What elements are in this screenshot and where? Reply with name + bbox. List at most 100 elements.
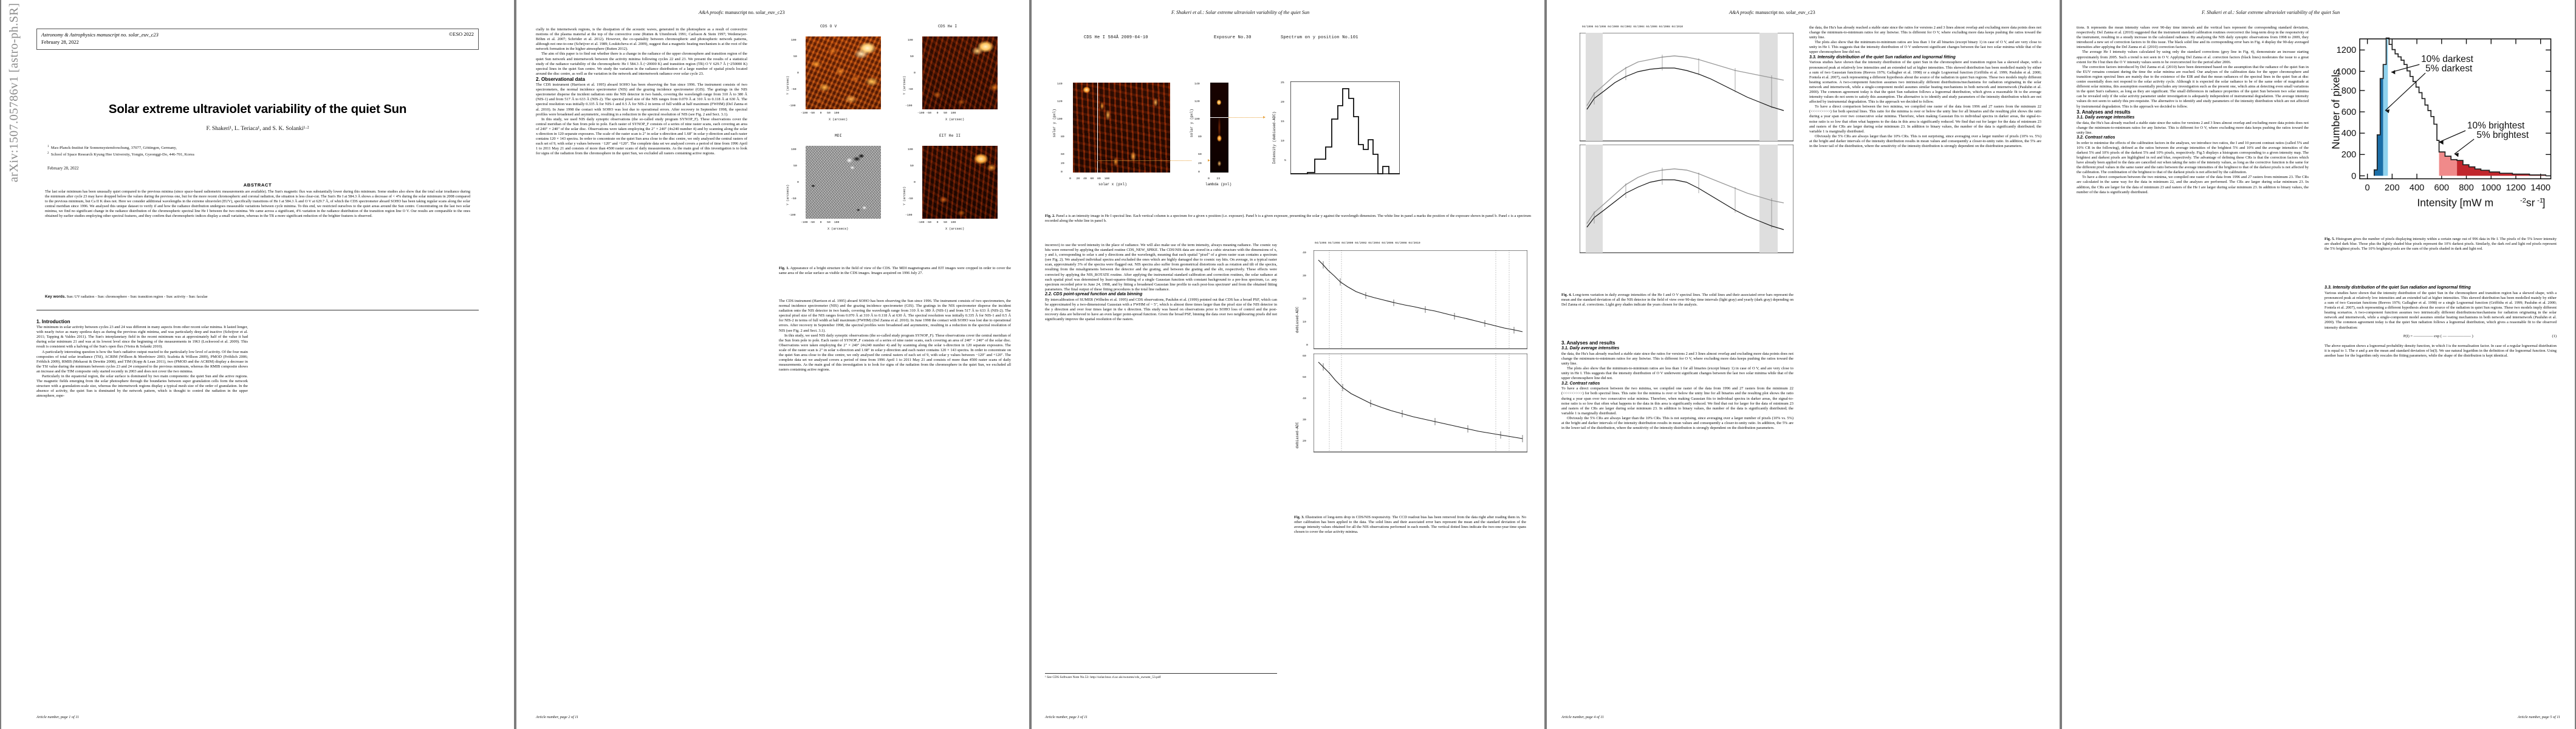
panel-b-title: Exposure No.30 <box>1214 35 1252 40</box>
running-head: F. Shakeri et al.: Solar extreme ultravi… <box>1171 10 1310 15</box>
abstract-text: The last solar minimum has been unusuall… <box>45 190 470 219</box>
page-3: F. Shakeri et al.: Solar extreme ultravi… <box>1032 0 1544 729</box>
figure-3-label: Fig. 3. <box>1294 515 1304 519</box>
figure-5-ylabel: Number of pixels <box>2329 69 2341 149</box>
page2-column-left: cially in the internetwork regions, is t… <box>536 27 747 156</box>
paragraph: To have a direct comparison between the … <box>1809 104 2041 134</box>
page-footer: Article number, page 4 of 11 <box>1561 715 1604 719</box>
paragraph: To have a direct comparison between the … <box>1561 386 1793 416</box>
panel-title: CDS He I <box>938 24 957 29</box>
panel-title: MDI <box>835 134 842 138</box>
copyright-line: ©ESO 2022 <box>448 32 474 37</box>
svg-text:1200: 1200 <box>2337 46 2357 55</box>
svg-text:800: 800 <box>2459 183 2474 193</box>
page3-footnote: ¹ See CDS Software Note No.53: http://so… <box>1045 673 1277 680</box>
figure-5-caption: Fig. 5. Histogram gives the number of pi… <box>2324 237 2557 251</box>
paragraph: The minimum in solar activity between cy… <box>36 325 248 349</box>
figure2-panel-b-image <box>1210 83 1228 173</box>
figure2-panel-c: Spectrum on y position No.101 Intensity … <box>1259 35 1435 187</box>
paragraph: the data, the Hu's has already reached a… <box>1809 26 2041 40</box>
mdi-magnetogram-image <box>806 146 881 219</box>
abstract-heading: ABSTRACT <box>243 182 272 188</box>
panel-ylabel: Y (arcsecs) <box>786 184 790 205</box>
paragraph: Various studies have shown that the inte… <box>2324 290 2557 330</box>
equation-number: (1) <box>2552 334 2557 338</box>
figure2-panel-a-image <box>1073 83 1170 173</box>
svg-text:400: 400 <box>2410 183 2425 193</box>
figure-3-panel1-ylabel: debiased-ADC <box>1295 306 1300 333</box>
panel-b-xlabel: lambda (pxl) <box>1205 182 1232 187</box>
annotation-10-brightest: 10% brightest <box>2467 120 2525 131</box>
paragraph: To have a direct comparison between the … <box>2077 175 2309 194</box>
paragraph: Obviously the 5% CRs are always larger t… <box>1561 416 1793 431</box>
svg-text:sr: sr <box>2526 196 2535 208</box>
affiliations: 1 Max-Planck-Institut für Sonnensystemfo… <box>47 145 194 157</box>
panel-title: CDS O V <box>820 24 837 29</box>
figure-4-label: Fig. 4. <box>1561 293 1572 297</box>
page4-column-right: the data, the Hu's has already reached a… <box>1809 26 2041 149</box>
paragraph: tions. It represents the mean intensity … <box>2077 26 2309 50</box>
panel-title: EIT He II <box>939 134 961 138</box>
paragraph: The CDS instrument (Harrison et al. 1995… <box>779 299 1011 333</box>
page-footer: Article number, page 2 of 11 <box>536 715 578 719</box>
paragraph: The CDS instrument (Harrison et al. 1995… <box>536 83 747 117</box>
figure2-panel-a: CDS He I 584Å 2009-04-10 solar y (pxl) 1… <box>1045 35 1239 187</box>
panel-xlabel: X (arcsecs) <box>827 227 849 231</box>
paragraph: In this study, we used NIS daily synopti… <box>536 117 747 156</box>
panel-xlabel: X (arcsec) <box>829 118 848 122</box>
page4-column-left: 3. Analyses and results 3.1. Daily avera… <box>1561 340 1793 431</box>
section-heading-3-1: 3.1. Daily average intensities <box>1561 346 1620 351</box>
paragraph: Various studies have shown that the inte… <box>1809 60 2041 104</box>
figure-1-label: Fig. 1. <box>779 266 789 270</box>
section-heading-3-1: 3.1. Daily average intensities <box>2077 115 2135 120</box>
figure-5: 0 200 400 600 800 1000 1200 <box>2320 30 2560 231</box>
figure2-dashed-link-b <box>1228 117 1264 118</box>
paragraph: incorrect) to use the word intensity in … <box>1045 243 1277 292</box>
figure-3-top-title: 04/1996 04/1998 04/2000 04/2002 04/2004 … <box>1315 242 1420 245</box>
page-2: A&A proofs: manuscript no. solar_euv_c23… <box>516 0 1029 729</box>
svg-text:1400: 1400 <box>2530 183 2550 193</box>
page-footer: Article number, page 1 of 11 <box>36 715 79 719</box>
section-heading-3-3: 3.3. Intensity distribution of the quiet… <box>1809 55 1956 60</box>
panel-xlabel: X (arcsec) <box>945 118 965 122</box>
figure-4: 04/1996 04/1998 04/2000 04/2002 04/2004 … <box>1561 26 1798 287</box>
figure2-arrow-a <box>1208 159 1210 162</box>
svg-text:1000: 1000 <box>2337 67 2357 77</box>
keywords: Key words. Sun: UV radiation - Sun: chro… <box>45 295 470 299</box>
paragraph: A particularly interesting question is h… <box>36 349 248 374</box>
panel-a-xlabel: solar x (pxl) <box>1098 182 1127 187</box>
figure-2-label: Fig. 2. <box>1045 214 1055 218</box>
figure-5-label: Fig. 5. <box>2324 237 2335 241</box>
running-head: F. Shakeri et al.: Solar extreme ultravi… <box>2202 10 2340 15</box>
figure2-panel-b: Exposure No.30 solar y (pxl) 140 120 100… <box>1179 35 1270 187</box>
section-heading-3-2: 3.2. Contrast ratios <box>1561 381 1600 386</box>
panel-a-title: CDS He I 584Å 2009-04-10 <box>1084 35 1148 40</box>
svg-text:1200: 1200 <box>2506 183 2526 193</box>
panel-xlabel: X (arcsec) <box>945 227 965 231</box>
page3-column-left: incorrect) to use the word intensity in … <box>1045 243 1277 322</box>
panel-c-ylabel: Intensity (debiased-ADC) <box>1272 111 1276 164</box>
page-4: A&A proofs: manuscript no. solar_euv_c23… <box>1547 0 2060 729</box>
affiliation-1: Max-Planck-Institut für Sonnensystemfors… <box>50 146 177 151</box>
arxiv-stamp: arXiv:1507.05786v1 [astro-ph.SR] 21 Jul … <box>7 0 21 182</box>
panel-ylabel: Y (arcsec) <box>903 186 906 205</box>
svg-text:0: 0 <box>2365 183 2370 193</box>
figure2-dashed-link-a <box>1097 160 1191 161</box>
section-heading-observational-data: 2. Observational data <box>536 76 585 82</box>
svg-text:200: 200 <box>2385 183 2400 193</box>
panel-b-ylabel: solar y (pxl) <box>1190 109 1194 137</box>
figure-1: CDS O V Y (arcsec) 100 50 0 -50 -100 -10… <box>778 23 1015 260</box>
annotation-5-darkest: 5% darkest <box>2425 63 2473 74</box>
page1-column-left: 1. Introduction The minimum in solar act… <box>36 319 248 399</box>
figure-3-panel2-ylabel: debiased-ADC <box>1295 422 1300 448</box>
equation-block: P(I) = ————— exp ( — —————— ) (1) <box>2324 334 2557 339</box>
paragraph: The aim of this paper is to find out whe… <box>536 52 747 76</box>
page5-column-right: 3.3. Intensity distribution of the quiet… <box>2324 286 2557 358</box>
cds-ov-image <box>806 36 881 109</box>
paragraph: The average He I intensity values calcul… <box>2077 50 2309 64</box>
figure-3-caption: Fig. 3. Illustration of long-term drop i… <box>1294 515 1526 534</box>
annotation-10-darkest: 10% darkest <box>2421 54 2474 64</box>
section-heading-analyses: 3. Analyses and results <box>2077 109 2131 115</box>
figure-3-panel-2 <box>1314 354 1527 453</box>
